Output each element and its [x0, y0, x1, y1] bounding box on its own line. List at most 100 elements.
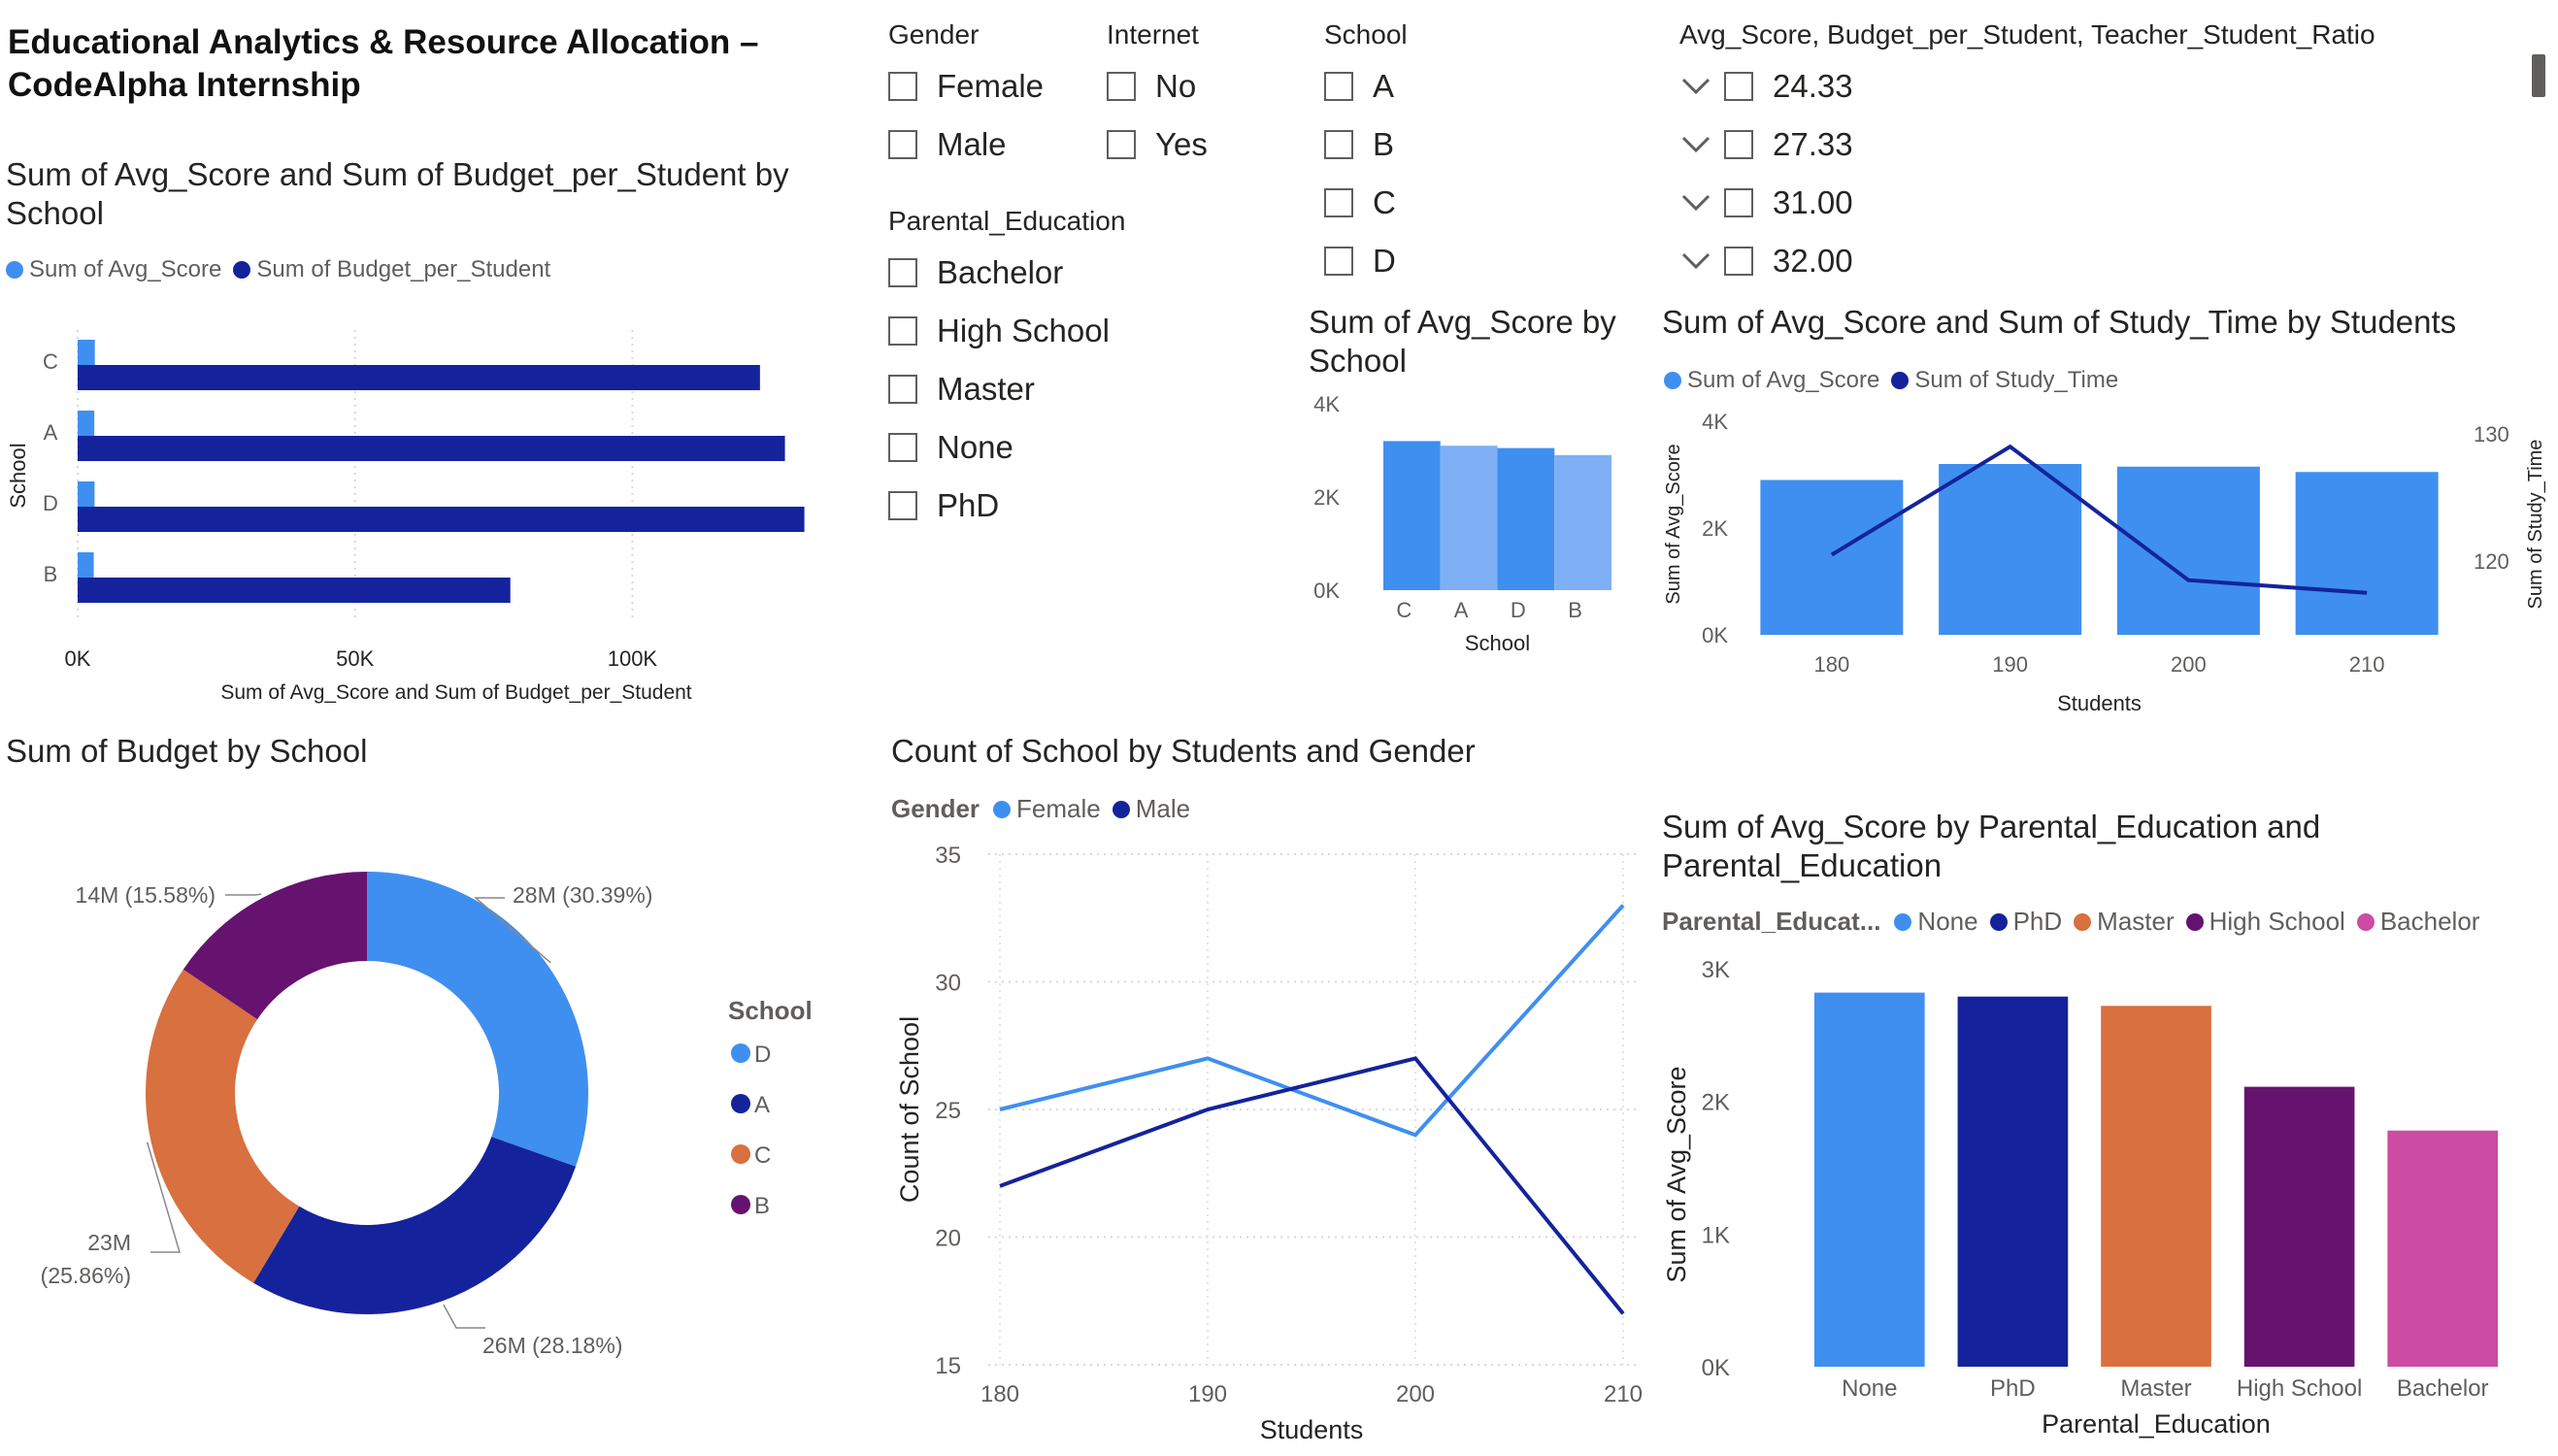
- parental-option-master[interactable]: Master: [888, 370, 1035, 409]
- y2-axis-title: Sum of Study_Time: [2525, 440, 2546, 610]
- checkbox[interactable]: [1107, 130, 1136, 159]
- legend-dot: [731, 1094, 750, 1113]
- legend-label: D: [754, 1042, 771, 1068]
- x-tick-label: 180: [980, 1381, 1019, 1407]
- x-tick-label: 210: [2349, 652, 2385, 677]
- leader-line: [443, 1304, 485, 1329]
- chart-budget-per-student[interactable]: 0K 50K 100K C A D B School Sum of Avg_Score and …: [0, 291, 854, 718]
- chart-title-study-time: Sum of Avg_Score and Sum of Study_Time b…: [1662, 304, 2457, 340]
- checkbox[interactable]: [888, 130, 917, 159]
- chevron-down-icon[interactable]: [1679, 186, 1712, 219]
- checkbox[interactable]: [888, 258, 917, 287]
- y-tick-label: 2K: [1702, 1090, 1730, 1116]
- checkbox[interactable]: [1324, 130, 1353, 159]
- hierarchy-option-4[interactable]: 32.00: [1679, 242, 1853, 281]
- legend-dot: [1891, 372, 1910, 389]
- legend-label: None: [1917, 907, 1978, 936]
- hierarchy-option-1[interactable]: 24.33: [1679, 67, 1853, 106]
- legend-dot: [731, 1195, 750, 1214]
- bar: [1813, 992, 1925, 1367]
- checkbox[interactable]: [1324, 72, 1353, 101]
- y-tick-label: 2K: [1702, 516, 1728, 541]
- checkbox[interactable]: [888, 316, 917, 346]
- checkbox[interactable]: [1724, 188, 1753, 217]
- series-line: [999, 1056, 1625, 1315]
- checkbox[interactable]: [888, 491, 917, 520]
- chart-count-by-gender[interactable]: 15 20 25 30 35 180 190 200 210 Students Count of S…: [874, 835, 1650, 1456]
- gender-option-female[interactable]: Female: [888, 67, 1044, 106]
- bar: [78, 552, 94, 578]
- checkbox[interactable]: [1724, 130, 1753, 159]
- legend-dot: [6, 261, 23, 279]
- data-label: 28M (30.39%): [513, 882, 652, 908]
- gender-option-male[interactable]: Male: [888, 125, 1007, 164]
- bar: [78, 411, 95, 436]
- parental-option-phd[interactable]: PhD: [888, 486, 999, 525]
- x-axis-title: Students: [1260, 1415, 1364, 1444]
- bar: [2116, 466, 2260, 635]
- x-tick-label: 210: [1604, 1381, 1643, 1407]
- checkbox[interactable]: [1724, 72, 1753, 101]
- chevron-down-icon[interactable]: [1679, 245, 1712, 278]
- x-tick-label: High School: [2237, 1375, 2362, 1402]
- x-tick-label: B: [1568, 598, 1582, 622]
- checkbox[interactable]: [1324, 188, 1353, 217]
- legend-label: C: [754, 1142, 771, 1169]
- parental-option-none[interactable]: None: [888, 428, 1013, 467]
- chart-title-count-by-gender: Count of School by Students and Gender: [891, 733, 1476, 769]
- x-tick-label: 100K: [608, 646, 658, 671]
- pie-slice: [367, 872, 588, 1167]
- internet-option-yes[interactable]: Yes: [1107, 125, 1208, 164]
- y-tick-label: A: [44, 420, 58, 445]
- legend-gender: Gender Female Male: [891, 794, 1202, 824]
- checkbox[interactable]: [888, 72, 917, 101]
- data-label: 26M (28.18%): [482, 1333, 622, 1358]
- legend-label: Sum of Avg_Score: [29, 256, 222, 282]
- bar: [78, 481, 95, 507]
- school-option-b[interactable]: B: [1324, 125, 1394, 164]
- legend-dot: [1112, 800, 1130, 818]
- pie-slice: [146, 969, 300, 1283]
- legend-dot: [993, 800, 1012, 818]
- chart-title-avg-score-by-school: Sum of Avg_Score by School: [1309, 304, 1616, 379]
- x-axis-title: Sum of Avg_Score and Sum of Budget_per_S…: [220, 681, 691, 704]
- school-slicer-header: School: [1324, 19, 1408, 50]
- internet-option-no[interactable]: No: [1107, 67, 1196, 106]
- legend-dot: [2356, 912, 2375, 931]
- hierarchy-option-3[interactable]: 31.00: [1679, 183, 1853, 222]
- checkbox[interactable]: [1324, 247, 1353, 276]
- school-option-d[interactable]: D: [1324, 242, 1396, 281]
- x-tick-label: PhD: [1990, 1375, 2036, 1402]
- x-tick-label: 50K: [336, 646, 374, 671]
- y2-tick-label: 120: [2474, 549, 2509, 574]
- chart-parental[interactable]: 0K 1K 2K 3K None PhD Master High School Bachelor…: [1650, 942, 2558, 1456]
- checkbox[interactable]: [1724, 247, 1753, 276]
- legend-dot: [731, 1043, 750, 1063]
- chevron-down-icon[interactable]: [1679, 128, 1712, 161]
- area-segment: [1383, 441, 1441, 590]
- x-tick-label: 0K: [65, 646, 91, 671]
- checkbox[interactable]: [1107, 72, 1136, 101]
- school-option-c[interactable]: C: [1324, 183, 1396, 222]
- parental-option-bachelor[interactable]: Bachelor: [888, 253, 1063, 292]
- area-segment: [1554, 454, 1611, 590]
- slicer-scrollbar[interactable]: [2532, 54, 2545, 97]
- leader-line: [473, 897, 551, 964]
- parental-slicer-header: Parental_Education: [888, 206, 1126, 236]
- bar: [1957, 996, 2069, 1367]
- chart-study-time[interactable]: 0K 2K 4K 120 130 180 190 200 210 Students Sum of A…: [1650, 388, 2558, 718]
- chevron-down-icon[interactable]: [1679, 70, 1712, 103]
- chart-avg-score-by-school[interactable]: 0K 2K 4K C A D B School: [1291, 379, 1660, 718]
- parental-option-high-school[interactable]: High School: [888, 312, 1110, 350]
- y-tick-label: 4K: [1313, 392, 1340, 416]
- data-label: (25.86%): [41, 1263, 131, 1288]
- leader-line: [146, 1142, 182, 1253]
- hierarchy-option-2[interactable]: 27.33: [1679, 125, 1853, 164]
- legend-dot: [1664, 372, 1681, 389]
- checkbox[interactable]: [888, 433, 917, 462]
- legend-title: Parental_Educat...: [1662, 907, 1881, 936]
- x-axis-title: Students: [2057, 691, 2142, 715]
- school-option-a[interactable]: A: [1324, 67, 1394, 106]
- checkbox[interactable]: [888, 375, 917, 404]
- chart-budget-by-school[interactable]: 28M (30.39%) 26M (28.18%) 23M (25.86%) 14M (…: [0, 796, 874, 1456]
